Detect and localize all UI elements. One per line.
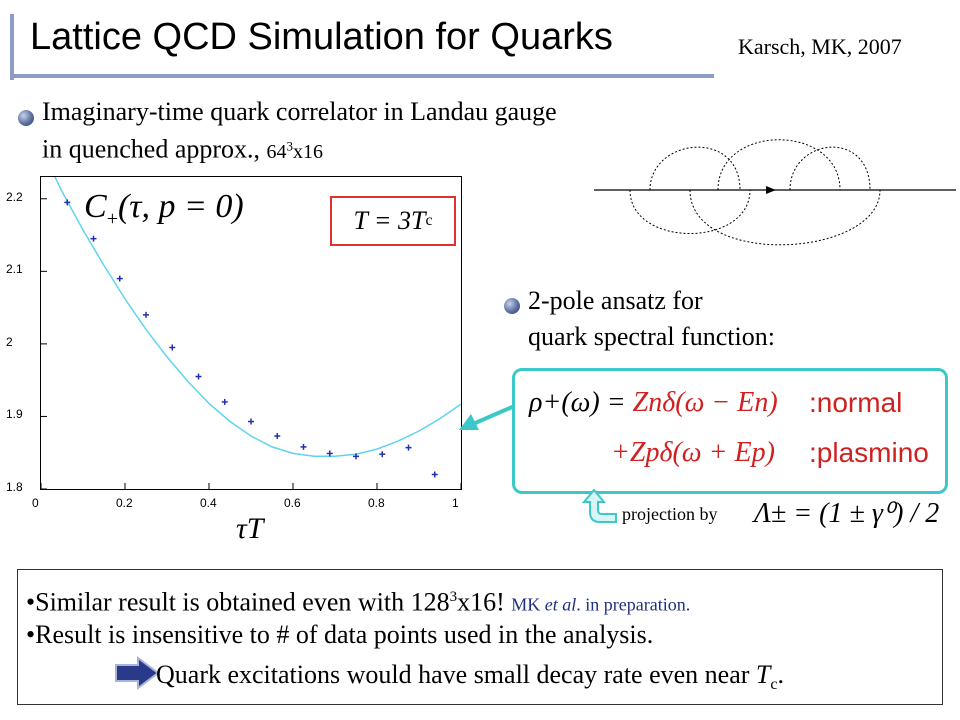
- x-tick-label: 0.2: [116, 496, 133, 510]
- data-point: [300, 443, 307, 450]
- data-point: [195, 373, 202, 380]
- note-line1-exp: 3: [449, 589, 458, 605]
- data-point: [221, 398, 228, 405]
- data-point: [353, 453, 359, 460]
- title-accent-bar: [10, 14, 14, 80]
- lattice-base: 64: [266, 140, 287, 163]
- projection-formula: Λ± = (1 ± γ⁰) / 2: [754, 498, 940, 529]
- projection-text: projection by: [622, 504, 718, 524]
- lattice-size: 643x16: [266, 138, 324, 163]
- gluon-loop: [717, 139, 841, 191]
- temperature-label: T = 3T c: [330, 196, 456, 246]
- temperature-label-main: T = 3T: [353, 206, 426, 235]
- projection-arrow-icon: [581, 488, 617, 523]
- gluon-loop: [689, 189, 881, 246]
- y-tick-label: 2: [6, 334, 13, 349]
- formula-plasmino-term: +Zpδ(ω + Ep): [611, 437, 775, 468]
- spectral-function-box: ρ+(ω) = Znδ(ω − En) :normal +Zpδ(ω + Ep)…: [512, 368, 948, 494]
- correlator-label: C+(τ, p = 0): [84, 188, 244, 231]
- note-line1-text: •Similar result is obtained even with 12…: [26, 587, 450, 617]
- formula-row1: ρ+(ω) = Znδ(ω − En): [529, 387, 778, 419]
- bullet1-line2: in quenched approx., 643x16: [42, 129, 323, 169]
- x-axis-label: τT: [236, 512, 264, 545]
- citation: Karsch, MK, 2007: [738, 34, 902, 59]
- normal-tag: :normal: [809, 387, 903, 418]
- x-tick-label: 1: [452, 496, 459, 510]
- data-point: [248, 418, 254, 425]
- temperature-label-sub: c: [425, 212, 433, 229]
- formula-lhs: ρ+(ω) =: [529, 387, 633, 418]
- data-point: [431, 471, 438, 478]
- note-line3-T: T: [755, 660, 771, 689]
- data-point: [379, 451, 386, 458]
- gluon-loop: [649, 146, 741, 191]
- title-underline: [10, 74, 714, 78]
- data-point: [326, 450, 333, 457]
- data-point: [405, 444, 412, 451]
- feynman-diagram: [594, 139, 956, 246]
- lattice-suffix: x16: [293, 140, 324, 163]
- gluon-loop: [789, 146, 871, 191]
- y-tick-label: 2.2: [6, 189, 23, 204]
- quark-arrow-icon: [766, 186, 776, 194]
- plasmino-tag: :plasmino: [809, 437, 929, 468]
- right-arrow-icon: [115, 656, 160, 690]
- slide-title: Lattice QCD Simulation for Quarks: [30, 16, 613, 58]
- reference: MK et al. in preparation.: [511, 595, 690, 615]
- x-tick-label: 0.8: [368, 496, 385, 510]
- correlator-label-sub: +: [106, 207, 118, 230]
- bullet1-line1: Imaginary-time quark correlator in Landa…: [42, 97, 557, 126]
- y-tick-label: 2.1: [6, 262, 23, 277]
- data-point: [116, 275, 123, 282]
- data-point: [90, 235, 97, 242]
- notes-box: •Similar result is obtained even with 12…: [17, 569, 943, 705]
- data-point: [64, 199, 71, 206]
- lattice-exp: 3: [286, 138, 294, 153]
- note-line3-text: Quark excitations would have small decay…: [156, 660, 756, 689]
- reference-etal: et al: [544, 594, 577, 615]
- x-tick-label: 0: [32, 496, 39, 510]
- data-point: [169, 344, 176, 351]
- x-tick-label: 0.6: [284, 496, 301, 510]
- formula-row2: +Zpδ(ω + Ep): [611, 437, 775, 469]
- pointer-arrow-icon: [459, 402, 520, 430]
- y-tick-label: 1.8: [6, 480, 23, 494]
- y-tick-label: 1.9: [6, 407, 23, 422]
- note-line2: •Result is insensitive to # of data poin…: [26, 620, 654, 649]
- bullet2-line1: 2-pole ansatz for: [528, 286, 703, 315]
- formula-normal-term: Znδ(ω − En): [632, 387, 778, 418]
- bullet1-line2-text: in quenched approx.,: [42, 134, 267, 164]
- note-line3: Quark excitations would have small decay…: [156, 658, 784, 702]
- note-line3-sub: c: [770, 676, 778, 694]
- reference-author: MK: [511, 594, 545, 615]
- reference-status: . in preparation.: [576, 594, 691, 615]
- note-line3-end: .: [777, 660, 785, 689]
- plot-area: [41, 177, 461, 489]
- data-point: [143, 311, 149, 318]
- bullet-icon: [504, 298, 520, 314]
- x-tick-label: 0.4: [200, 496, 217, 510]
- bullet2-line2: quark spectral function:: [528, 322, 775, 351]
- fit-curve: [54, 177, 461, 458]
- correlator-label-main: C: [84, 188, 107, 225]
- note-line1: •Similar result is obtained even with 12…: [26, 580, 690, 622]
- note-line1-suffix: x16!: [457, 587, 512, 617]
- data-point: [274, 433, 281, 440]
- correlator-label-args: (τ, p = 0): [117, 188, 244, 225]
- gluon-loop: [629, 189, 751, 234]
- bullet-icon: [18, 110, 34, 126]
